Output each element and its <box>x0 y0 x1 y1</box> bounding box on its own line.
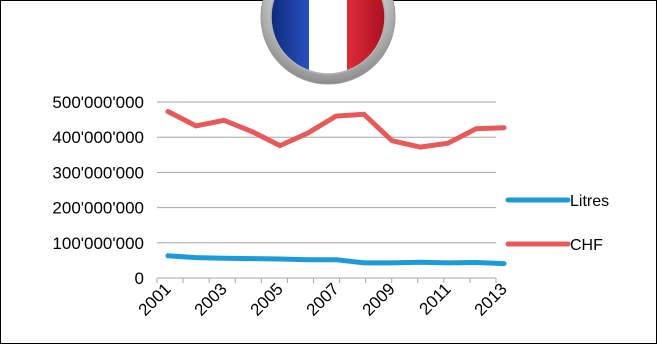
y-tick-label: 0 <box>135 269 144 288</box>
france-flag-icon <box>260 0 396 85</box>
y-axis-tick-labels: 0 100'000'000 200'000'000 300'000'000 400'00… <box>52 93 144 288</box>
series-line-chf <box>165 109 507 150</box>
y-tick-label: 300'000'000 <box>52 163 144 182</box>
legend-label: Litres <box>570 193 609 210</box>
axes <box>156 277 497 283</box>
y-tick-label: 100'000'000 <box>52 234 144 253</box>
legend-label: CHF <box>570 237 603 254</box>
legend: Litres CHF <box>505 193 609 254</box>
y-tick-label: 200'000'000 <box>52 199 144 218</box>
series-line-litres <box>165 253 507 267</box>
y-tick-label: 400'000'000 <box>52 128 144 147</box>
y-tick-label: 500'000'000 <box>52 93 144 112</box>
series-lines <box>165 109 507 267</box>
gridlines <box>157 101 496 244</box>
